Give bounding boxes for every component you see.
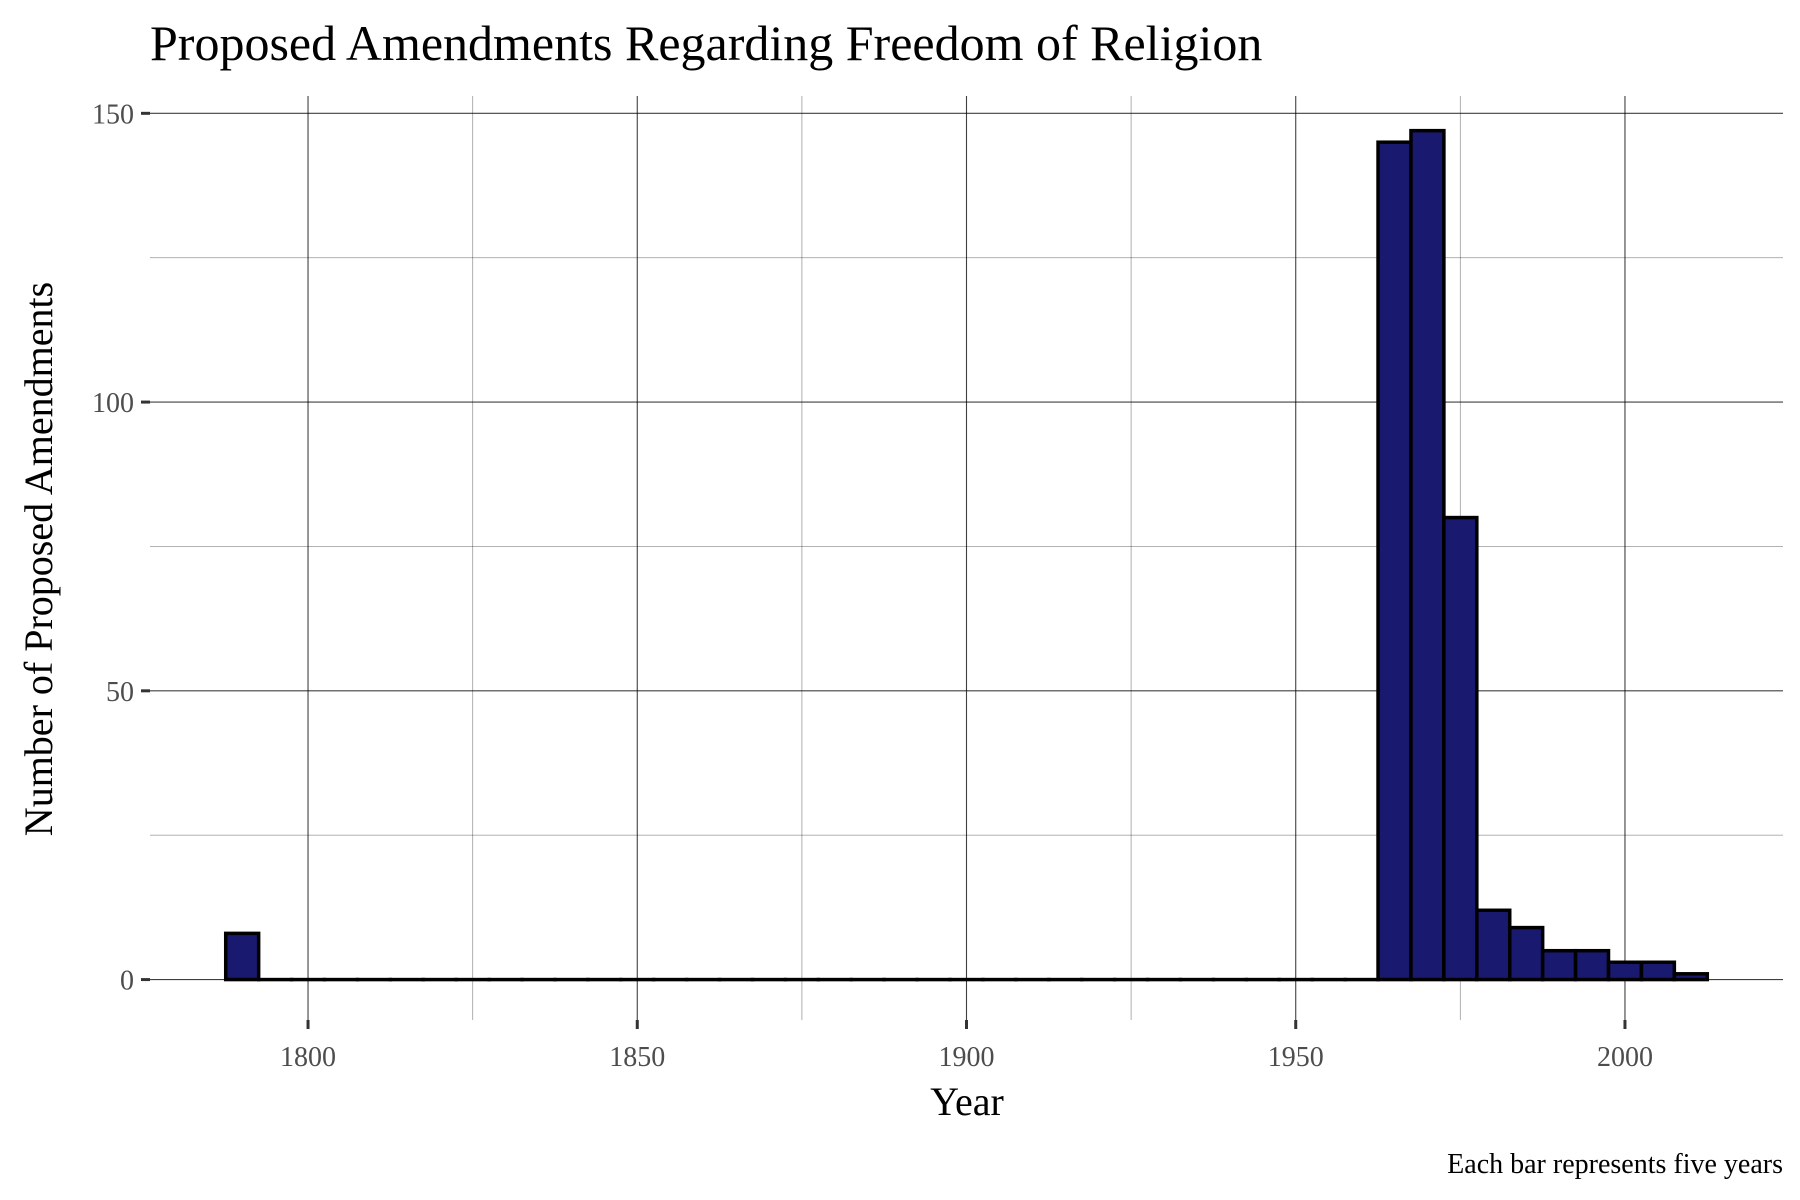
histogram-bar — [1639, 960, 1677, 982]
histogram-bar — [223, 931, 261, 982]
axes: 0 50 100 150 1800 1850 1900 1950 2000 — [92, 99, 1653, 1073]
y-tick-label: 150 — [92, 99, 134, 130]
y-tick-label: 50 — [106, 677, 134, 708]
x-axis-title: Year — [930, 1079, 1004, 1124]
x-tick-label: 1950 — [1268, 1042, 1324, 1073]
histogram-bars — [223, 128, 1710, 982]
chart-title: Proposed Amendments Regarding Freedom of… — [150, 15, 1262, 71]
histogram-bar — [1606, 960, 1644, 982]
histogram-bar — [1475, 908, 1512, 982]
histogram-bar — [1507, 925, 1545, 982]
histogram-bar — [1540, 948, 1578, 982]
x-tick-label: 1800 — [280, 1042, 336, 1073]
histogram-bar — [1409, 128, 1446, 982]
x-tick-label: 2000 — [1597, 1042, 1653, 1073]
x-tick-label: 1850 — [609, 1042, 665, 1073]
y-axis-title: Number of Proposed Amendments — [16, 282, 61, 836]
y-tick-label: 100 — [92, 388, 134, 419]
chart-caption: Each bar represents five years — [1447, 1149, 1783, 1180]
histogram-bar — [1442, 515, 1479, 982]
y-tick-label: 0 — [120, 966, 134, 997]
grid-lines — [150, 96, 1783, 1020]
histogram-bar — [1672, 972, 1710, 982]
x-tick-label: 1900 — [939, 1042, 995, 1073]
histogram-bar — [1376, 140, 1413, 982]
histogram-bar — [1573, 948, 1611, 982]
